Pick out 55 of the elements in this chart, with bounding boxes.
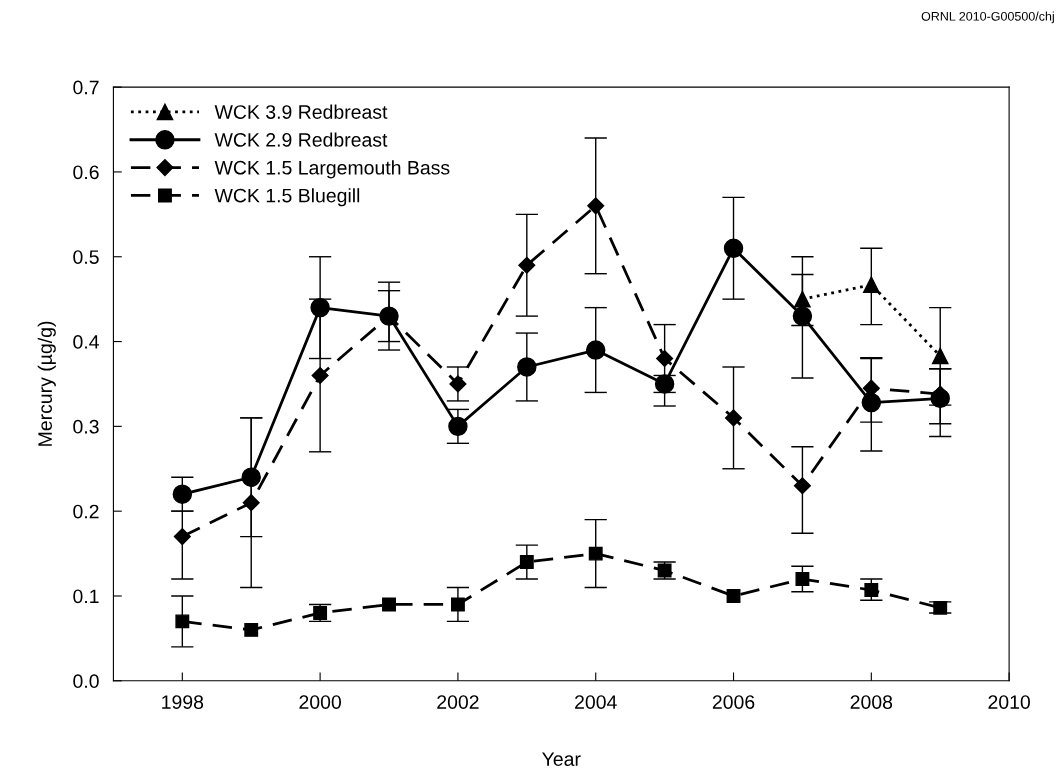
point <box>794 290 811 308</box>
point <box>450 597 465 612</box>
legend-label: WCK 3.9 Redbreast <box>214 104 388 119</box>
point <box>654 374 675 394</box>
x-tick-label: 2000 <box>299 695 341 709</box>
legend-label: WCK 2.9 Redbreast <box>214 132 388 147</box>
x-tick-label: 2008 <box>850 695 893 709</box>
point <box>723 238 744 258</box>
point <box>588 546 603 561</box>
point <box>585 340 606 360</box>
point <box>244 622 259 637</box>
x-tick-label: 1998 <box>162 695 204 709</box>
point <box>241 467 261 487</box>
point <box>792 306 813 326</box>
y-tick-label: 0.3 <box>73 419 99 434</box>
point <box>313 605 328 620</box>
point <box>795 572 810 586</box>
x-tick-label: 2002 <box>437 695 479 709</box>
x-tick-label: 2006 <box>712 695 755 709</box>
point <box>519 555 534 570</box>
x-tick-label: 2010 <box>988 695 1030 709</box>
y-tick-label: 0.7 <box>73 80 99 95</box>
y-tick-label: 0.1 <box>73 589 99 604</box>
point <box>172 484 193 504</box>
y-tick-label: 0.6 <box>73 165 99 180</box>
y-tick-label: 0.0 <box>73 674 99 689</box>
point <box>173 528 191 546</box>
point <box>724 409 743 427</box>
point <box>242 494 260 512</box>
point <box>517 357 537 377</box>
point <box>656 349 674 368</box>
legend-label: WCK 1.5 Bluegill <box>214 188 360 207</box>
legend-label: WCK 1.5 Largemouth Bass <box>214 160 450 179</box>
point <box>793 477 811 495</box>
point <box>657 563 672 578</box>
point <box>175 614 190 629</box>
x-axis-title: Year <box>542 752 581 766</box>
point <box>862 276 880 294</box>
point <box>726 589 741 603</box>
y-tick-label: 0.2 <box>73 504 99 519</box>
point <box>587 197 605 215</box>
point <box>518 256 536 274</box>
y-tick-label: 0.5 <box>73 250 99 264</box>
point <box>448 416 468 437</box>
point <box>310 297 330 318</box>
y-axis-title: Mercury (µg/g) <box>37 321 56 446</box>
point <box>931 347 949 365</box>
point <box>933 600 948 615</box>
y-tick-label: 0.4 <box>73 335 99 349</box>
point <box>311 366 329 385</box>
text: ORNL 2010-G00500/chj <box>921 11 1054 24</box>
point <box>449 375 467 393</box>
x-tick-label: 2004 <box>575 695 617 709</box>
point <box>382 597 396 612</box>
point <box>864 583 879 597</box>
